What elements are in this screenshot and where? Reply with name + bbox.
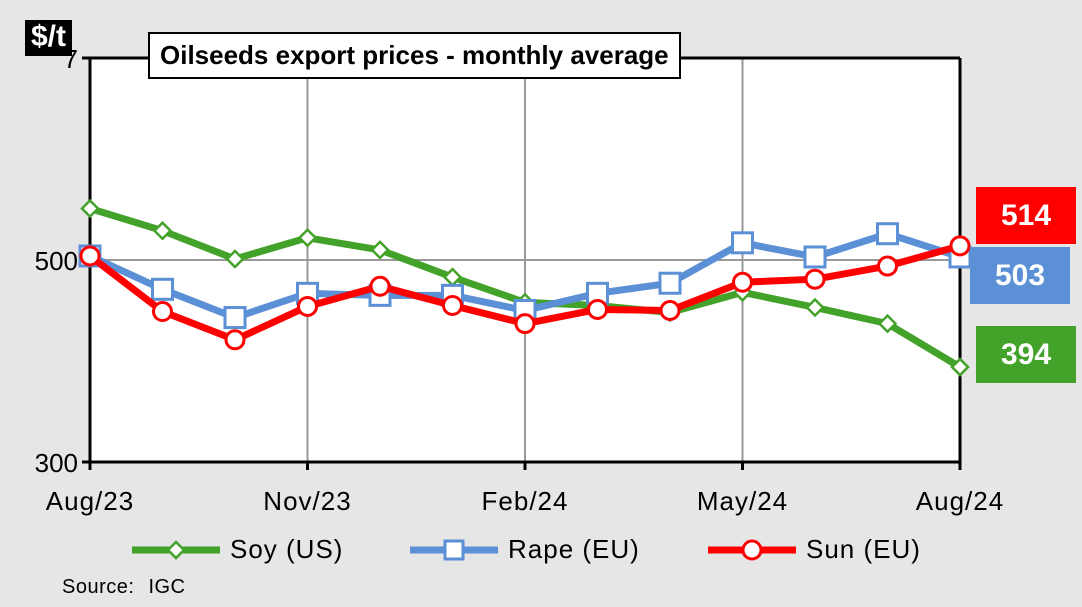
sun-point <box>224 329 246 351</box>
rape-point <box>658 271 682 295</box>
legend-item-soy: Soy (US) <box>130 534 343 565</box>
x-tick-label: May/24 <box>697 486 788 516</box>
soy-point <box>950 357 970 377</box>
rape-value-label: 503 <box>970 247 1070 304</box>
rape-point <box>223 306 247 330</box>
soy-point <box>152 220 173 241</box>
soy-point <box>225 249 245 269</box>
soy-point <box>877 313 898 334</box>
sun-point <box>877 255 898 277</box>
sun-point <box>804 268 826 290</box>
x-tick-label: Feb/24 <box>482 486 569 516</box>
sun-point <box>79 245 101 267</box>
legend-item-sun: Sun (EU) <box>706 534 921 565</box>
sun-value-label: 514 <box>976 187 1076 244</box>
rape-point <box>803 245 827 269</box>
sun-point <box>369 275 391 297</box>
source-label: Source: <box>62 576 135 598</box>
legend-label-soy: Soy (US) <box>230 534 344 564</box>
x-tick-label: Nov/23 <box>263 486 351 516</box>
soy-point <box>80 198 100 219</box>
chart-title: Oilseeds export prices - monthly average <box>148 32 681 79</box>
y-tick-label: 500 <box>35 246 78 276</box>
rape-point <box>151 277 174 301</box>
rape-point <box>731 231 754 255</box>
x-tick-label: Aug/23 <box>46 486 134 516</box>
sun-point <box>442 294 463 316</box>
sun-point <box>732 271 753 293</box>
soy-point <box>370 240 390 260</box>
legend-label-sun: Sun (EU) <box>806 534 921 564</box>
unit-label: $/t <box>25 20 73 56</box>
soy-legend-swatch <box>132 539 220 560</box>
rape-legend-swatch <box>410 539 498 560</box>
sun-point <box>514 313 536 335</box>
legend-label-rape: Rape (EU) <box>508 534 640 564</box>
sun-point <box>152 301 173 323</box>
x-tick-label: Aug/24 <box>916 486 1004 516</box>
soy-point <box>805 297 825 318</box>
legend-item-rape: Rape (EU) <box>408 534 640 565</box>
soy-point <box>297 228 318 248</box>
rape-point <box>876 222 899 246</box>
sun-point <box>659 300 681 321</box>
soy-value-label: 394 <box>976 326 1076 383</box>
sun-point <box>587 298 608 320</box>
sun-point <box>297 295 318 317</box>
legend: Soy (US) Rape (EU) Sun (EU) <box>0 530 1082 576</box>
sun-point <box>949 235 971 257</box>
sun-legend-swatch <box>708 539 796 560</box>
source-value: IGC <box>148 576 186 598</box>
source-note: Source: IGC <box>62 576 200 599</box>
y-tick-label: 300 <box>35 448 78 478</box>
